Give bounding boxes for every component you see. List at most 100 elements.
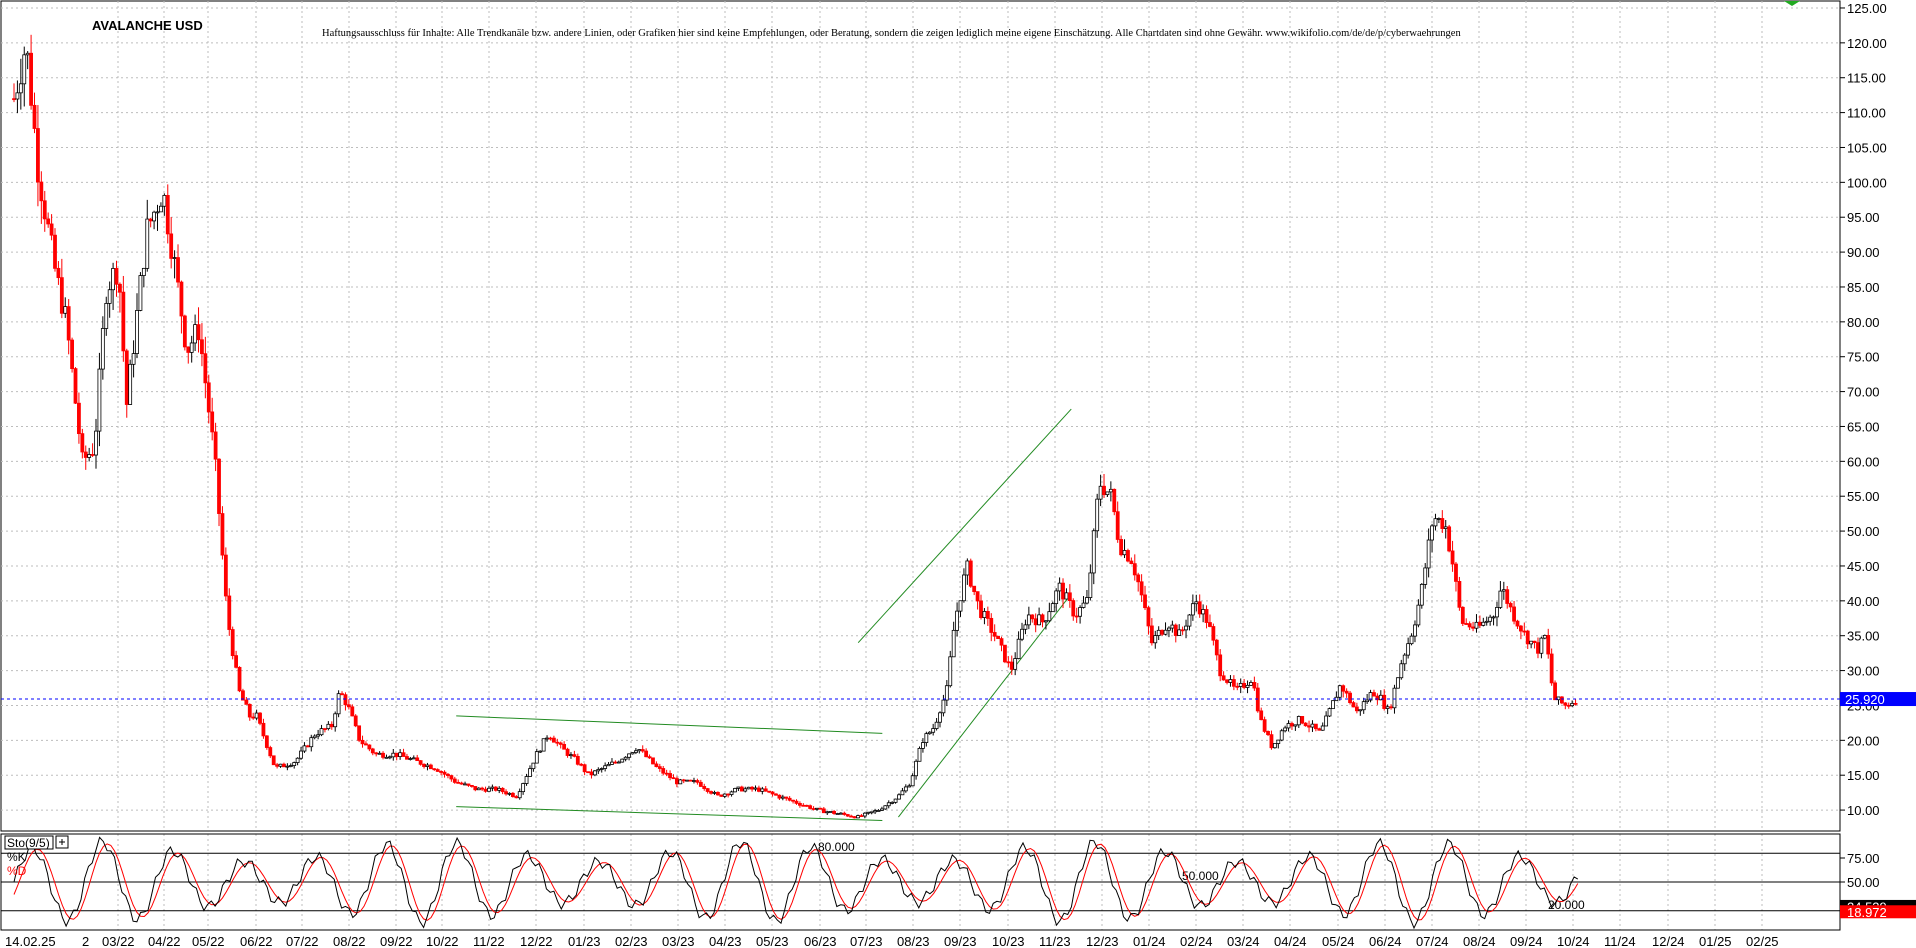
- indicator-expand-icon[interactable]: [55, 835, 69, 849]
- candle-body: [264, 735, 269, 748]
- candle: [377, 751, 382, 755]
- candle-body: [254, 712, 259, 719]
- candle: [1433, 513, 1438, 531]
- candle-body: [97, 368, 102, 432]
- candle: [230, 626, 235, 660]
- candle: [326, 721, 331, 731]
- candle: [189, 335, 194, 363]
- candle-body: [1170, 624, 1175, 629]
- candle: [336, 690, 341, 718]
- candle: [644, 748, 649, 758]
- candle: [685, 779, 690, 782]
- candle-body: [821, 808, 826, 814]
- candle: [247, 703, 252, 721]
- candle-body: [1126, 550, 1130, 562]
- candle: [917, 746, 922, 762]
- candle: [698, 779, 703, 787]
- candle-body: [118, 283, 122, 293]
- candle-body: [880, 808, 884, 811]
- time-tick-label: 04/24: [1274, 934, 1307, 948]
- candle-body: [29, 52, 33, 106]
- candle: [483, 786, 488, 793]
- candle: [958, 600, 963, 617]
- candle-body: [1112, 488, 1117, 513]
- candle: [562, 741, 567, 750]
- candle-body: [688, 779, 693, 782]
- time-tick-label: 01/23: [568, 934, 601, 948]
- candle-body: [1416, 604, 1421, 626]
- candle-body: [1563, 702, 1568, 706]
- candle: [487, 785, 491, 792]
- candle: [292, 761, 297, 769]
- candle: [1426, 528, 1431, 578]
- candle: [1293, 724, 1298, 731]
- candle: [1153, 630, 1158, 649]
- candle: [798, 801, 802, 808]
- candle: [384, 754, 389, 759]
- indicator-name-box[interactable]: [4, 835, 54, 850]
- price-tick-label: 110.00: [1847, 106, 1886, 121]
- candle-body: [1536, 642, 1540, 654]
- candle: [1344, 688, 1349, 698]
- candle-body: [1115, 511, 1120, 540]
- candle: [254, 709, 259, 721]
- candle: [49, 214, 54, 241]
- candle-body: [784, 796, 789, 799]
- candle-body: [548, 737, 553, 740]
- candle-body: [493, 786, 498, 791]
- candle: [1190, 594, 1195, 621]
- candle: [1160, 629, 1165, 636]
- candle: [340, 691, 344, 696]
- candle: [131, 340, 136, 378]
- candle: [541, 738, 546, 752]
- candle: [203, 336, 208, 399]
- candle: [12, 83, 16, 103]
- candle: [1283, 725, 1288, 733]
- candle: [1091, 528, 1096, 585]
- candle-body: [408, 758, 413, 760]
- candle: [165, 184, 170, 244]
- candle: [500, 787, 505, 795]
- candle-body: [1006, 661, 1011, 664]
- candle-body: [1402, 654, 1407, 665]
- candle-body: [702, 786, 707, 789]
- candle: [1249, 680, 1253, 686]
- time-tick-label: 01/24: [1133, 934, 1166, 948]
- candle: [1313, 723, 1318, 732]
- candle-body: [1156, 629, 1161, 636]
- candle: [760, 786, 765, 795]
- candle: [145, 199, 150, 272]
- candle-body: [1095, 498, 1100, 532]
- candle: [897, 793, 901, 800]
- candle-body: [1105, 491, 1110, 496]
- candle-body: [1173, 624, 1178, 636]
- candle-body: [1512, 606, 1516, 622]
- candle: [343, 692, 348, 711]
- candle: [435, 768, 440, 772]
- candle: [1050, 601, 1055, 613]
- candle: [1337, 684, 1342, 701]
- candle-body: [1296, 716, 1301, 726]
- candle: [716, 791, 720, 796]
- time-tick-label: 12/24: [1652, 934, 1685, 948]
- candle: [1450, 540, 1455, 572]
- candle: [1047, 602, 1052, 623]
- trendline: [456, 715, 883, 734]
- candle-body: [1553, 682, 1557, 701]
- candle-body: [305, 745, 310, 748]
- candle-body: [716, 791, 720, 796]
- candle-body: [237, 666, 242, 692]
- time-tick-label: 12/22: [520, 934, 553, 948]
- candle: [1242, 678, 1247, 690]
- candle-body: [565, 748, 570, 756]
- candle: [1385, 704, 1390, 715]
- candle-body: [1146, 607, 1151, 627]
- candle: [1423, 563, 1428, 589]
- candle-body: [336, 693, 341, 715]
- candle: [1395, 677, 1400, 689]
- candle-body: [1354, 706, 1359, 712]
- candle-body: [746, 786, 751, 790]
- candle-body: [695, 780, 700, 783]
- candle: [1382, 689, 1387, 711]
- candle-body: [1061, 582, 1065, 600]
